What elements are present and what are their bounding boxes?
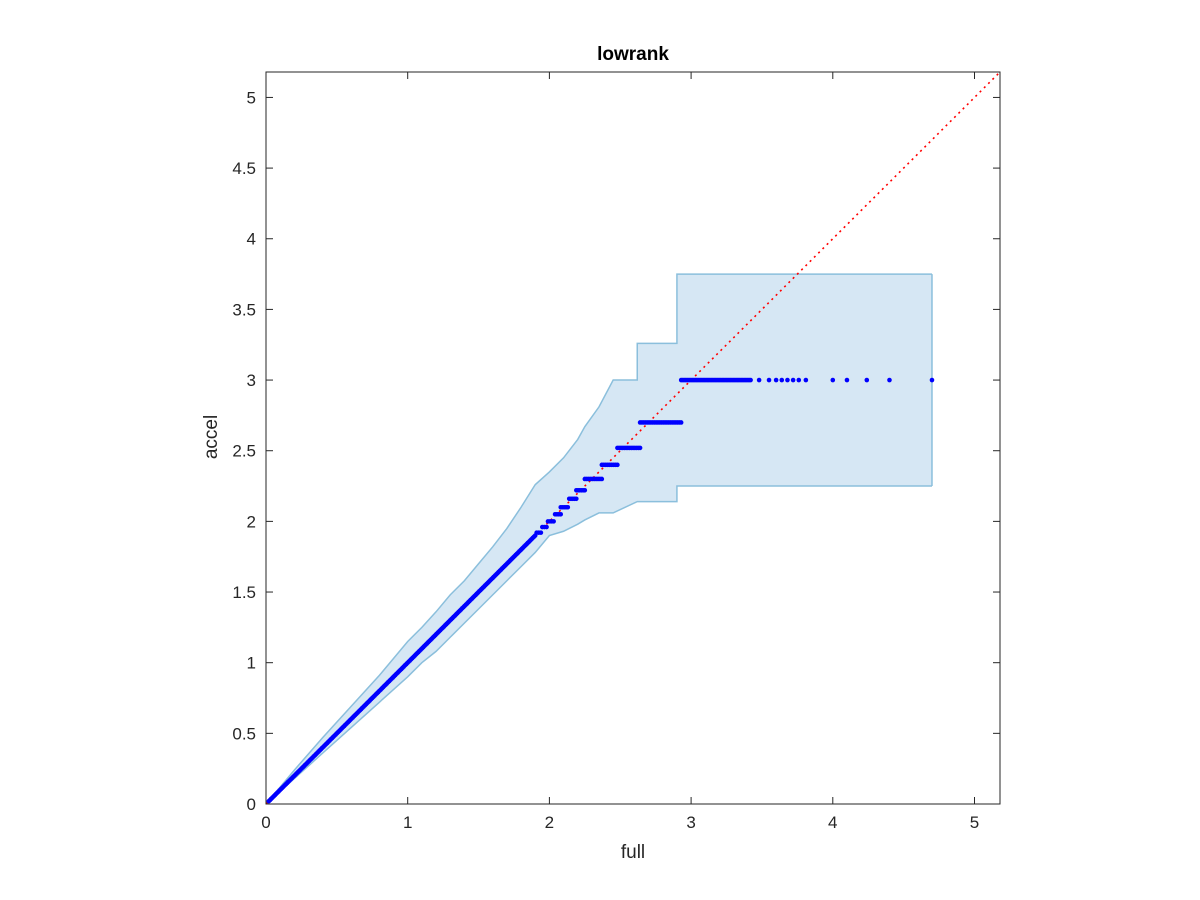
confidence-band-lower: [265, 485, 932, 805]
data-point: [678, 420, 684, 425]
plot-area: 0 1 2 3 4 5 0 0.5 1 1.5 2 2.5 3 3.5 4 4.5 5: [232, 71, 1001, 832]
x-tick-label: 0: [261, 813, 270, 832]
y-tick-label: 3.5: [232, 300, 256, 319]
data-point: [558, 512, 564, 517]
data-point: [538, 530, 544, 535]
data-point: [887, 377, 892, 383]
y-tick-label: 0: [247, 795, 256, 814]
y-tick-label: 3: [247, 371, 256, 390]
data-point: [637, 445, 643, 451]
data-point: [790, 377, 796, 383]
data-point: [582, 487, 588, 493]
axes-box: [265, 71, 1001, 805]
x-tick-label: 3: [686, 813, 695, 832]
data-point: [574, 496, 579, 502]
data-point: [766, 377, 772, 383]
data-point: [929, 377, 935, 383]
confidence-band-upper: [265, 273, 932, 805]
data-point: [565, 504, 571, 510]
data-point: [779, 377, 785, 383]
data-point: [773, 377, 779, 383]
y-tick-label: 4.5: [232, 159, 256, 178]
x-tick-label: 2: [545, 813, 554, 832]
scatter-points-layer: [266, 377, 935, 804]
y-tick-label: 0.5: [232, 724, 256, 743]
y-tick-label: 1: [247, 654, 256, 673]
y-tick-label: 2.5: [232, 442, 256, 461]
data-point: [796, 377, 802, 383]
y-tick-label: 2: [247, 512, 256, 531]
data-point: [756, 377, 762, 383]
x-tick-label: 1: [403, 813, 412, 832]
data-point: [864, 377, 870, 383]
data-point: [615, 462, 620, 468]
data-point: [830, 377, 836, 383]
y-tick-label: 4: [247, 230, 256, 249]
confidence-band-layer: [265, 273, 933, 805]
x-tick-label: 4: [828, 813, 837, 832]
x-tick-label: 5: [970, 813, 979, 832]
data-point: [599, 476, 605, 482]
data-point: [544, 524, 549, 530]
chart-title: lowrank: [597, 44, 669, 65]
data-point: [844, 377, 850, 383]
y-axis-label: accel: [201, 415, 222, 459]
x-axis-label: full: [621, 842, 645, 863]
axes-layer: 0 1 2 3 4 5 0 0.5 1 1.5 2 2.5 3 3.5 4 4.5 5: [232, 71, 1001, 832]
y-tick-label: 1.5: [232, 583, 256, 602]
y-tick-label: 5: [247, 88, 256, 107]
data-point: [551, 519, 556, 524]
data-point: [803, 377, 809, 383]
confidence-band-fill: [266, 274, 932, 804]
data-point: [785, 377, 790, 383]
data-point: [748, 377, 753, 383]
